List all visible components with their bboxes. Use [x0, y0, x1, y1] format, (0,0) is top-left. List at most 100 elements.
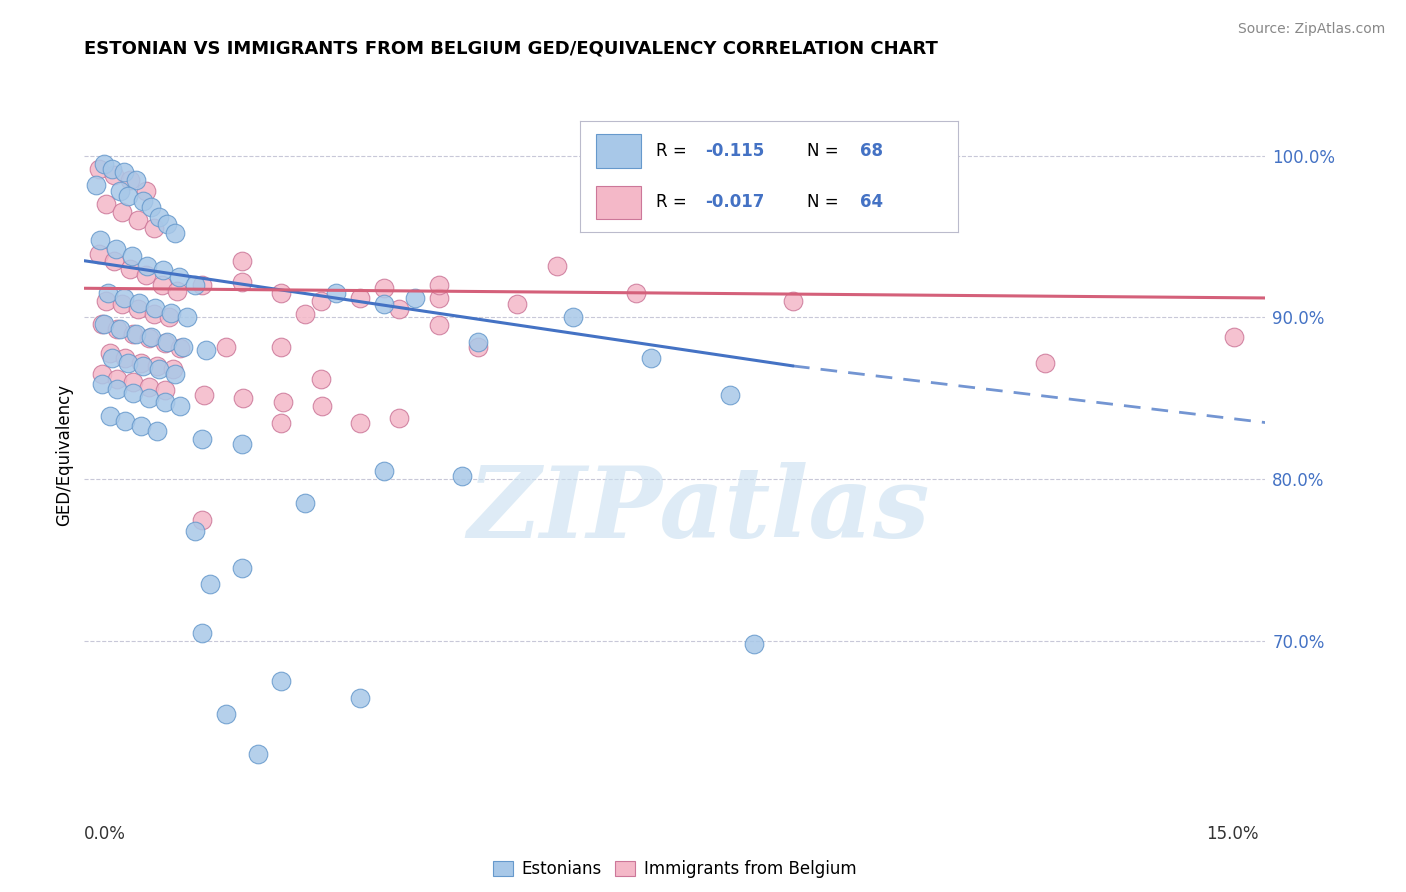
Point — [129, 418, 152, 433]
Point — [183, 524, 205, 538]
Point — [215, 339, 238, 353]
Point — [90, 367, 112, 381]
Point — [138, 392, 160, 406]
Text: R =: R = — [657, 194, 692, 211]
Point — [103, 253, 125, 268]
Point — [93, 317, 115, 331]
Point — [183, 278, 205, 293]
Point — [373, 281, 395, 295]
Point — [117, 356, 139, 370]
Y-axis label: GED/Equivalency: GED/Equivalency — [55, 384, 73, 526]
Point — [153, 383, 176, 397]
Point — [156, 334, 179, 349]
Point — [782, 294, 804, 309]
Point — [114, 414, 136, 428]
Point — [191, 626, 214, 640]
Point — [98, 409, 121, 423]
Point — [124, 326, 146, 341]
Text: ZIPatlas: ZIPatlas — [467, 462, 929, 558]
Point — [231, 436, 253, 450]
Point — [373, 464, 395, 478]
Point — [122, 326, 145, 341]
Point — [153, 394, 176, 409]
Point — [121, 249, 143, 263]
Point — [404, 291, 426, 305]
Bar — [596, 135, 641, 168]
Point — [118, 173, 141, 187]
Text: 0.0%: 0.0% — [84, 825, 127, 843]
Point — [232, 392, 254, 406]
Text: R =: R = — [657, 142, 692, 160]
Point — [111, 297, 134, 311]
Point — [150, 278, 173, 293]
Point — [101, 161, 124, 176]
Point — [176, 310, 198, 325]
Point — [152, 263, 174, 277]
Point — [138, 380, 160, 394]
Point — [96, 294, 118, 309]
Point — [191, 432, 214, 446]
Point — [153, 336, 176, 351]
Point — [467, 334, 489, 349]
Bar — [596, 186, 641, 219]
Point — [467, 339, 489, 353]
Point — [103, 168, 125, 182]
Point — [124, 173, 146, 187]
Point — [193, 388, 215, 402]
Point — [135, 184, 157, 198]
Point — [107, 382, 129, 396]
Point — [128, 295, 150, 310]
Text: Source: ZipAtlas.com: Source: ZipAtlas.com — [1237, 22, 1385, 37]
Point — [546, 259, 568, 273]
Text: -0.115: -0.115 — [706, 142, 765, 160]
Point — [107, 372, 129, 386]
Point — [191, 278, 214, 293]
Point — [112, 291, 135, 305]
Point — [388, 410, 411, 425]
Point — [349, 291, 371, 305]
Text: ESTONIAN VS IMMIGRANTS FROM BELGIUM GED/EQUIVALENCY CORRELATION CHART: ESTONIAN VS IMMIGRANTS FROM BELGIUM GED/… — [84, 40, 938, 58]
Point — [138, 331, 160, 345]
Point — [373, 297, 395, 311]
Legend: Estonians, Immigrants from Belgium: Estonians, Immigrants from Belgium — [486, 854, 863, 885]
Point — [146, 359, 169, 373]
Point — [148, 210, 170, 224]
Point — [349, 416, 371, 430]
Point — [195, 343, 218, 357]
Point — [156, 217, 179, 231]
Point — [142, 307, 165, 321]
Point — [146, 424, 169, 438]
Point — [148, 362, 170, 376]
Point — [162, 362, 184, 376]
Point — [169, 341, 191, 355]
Point — [167, 269, 190, 284]
Point — [108, 184, 131, 198]
Point — [157, 310, 180, 325]
Point — [172, 339, 194, 353]
Point — [231, 561, 253, 575]
Point — [231, 253, 253, 268]
Point — [270, 286, 292, 301]
Point — [451, 469, 474, 483]
Point — [104, 243, 127, 257]
Point — [127, 213, 149, 227]
Point — [163, 226, 186, 240]
Point — [427, 278, 450, 293]
Point — [718, 388, 741, 402]
Point — [640, 351, 662, 365]
Point — [84, 178, 107, 192]
Text: 15.0%: 15.0% — [1206, 825, 1258, 843]
Point — [96, 197, 118, 211]
Text: N =: N = — [807, 194, 844, 211]
Point — [132, 194, 155, 208]
Point — [141, 200, 163, 214]
Point — [87, 247, 110, 261]
Point — [1033, 356, 1056, 370]
Point — [311, 400, 333, 414]
Point — [141, 330, 163, 344]
Point — [624, 286, 647, 301]
Point — [388, 302, 411, 317]
Point — [169, 400, 191, 414]
Text: N =: N = — [807, 142, 844, 160]
Point — [270, 416, 292, 430]
